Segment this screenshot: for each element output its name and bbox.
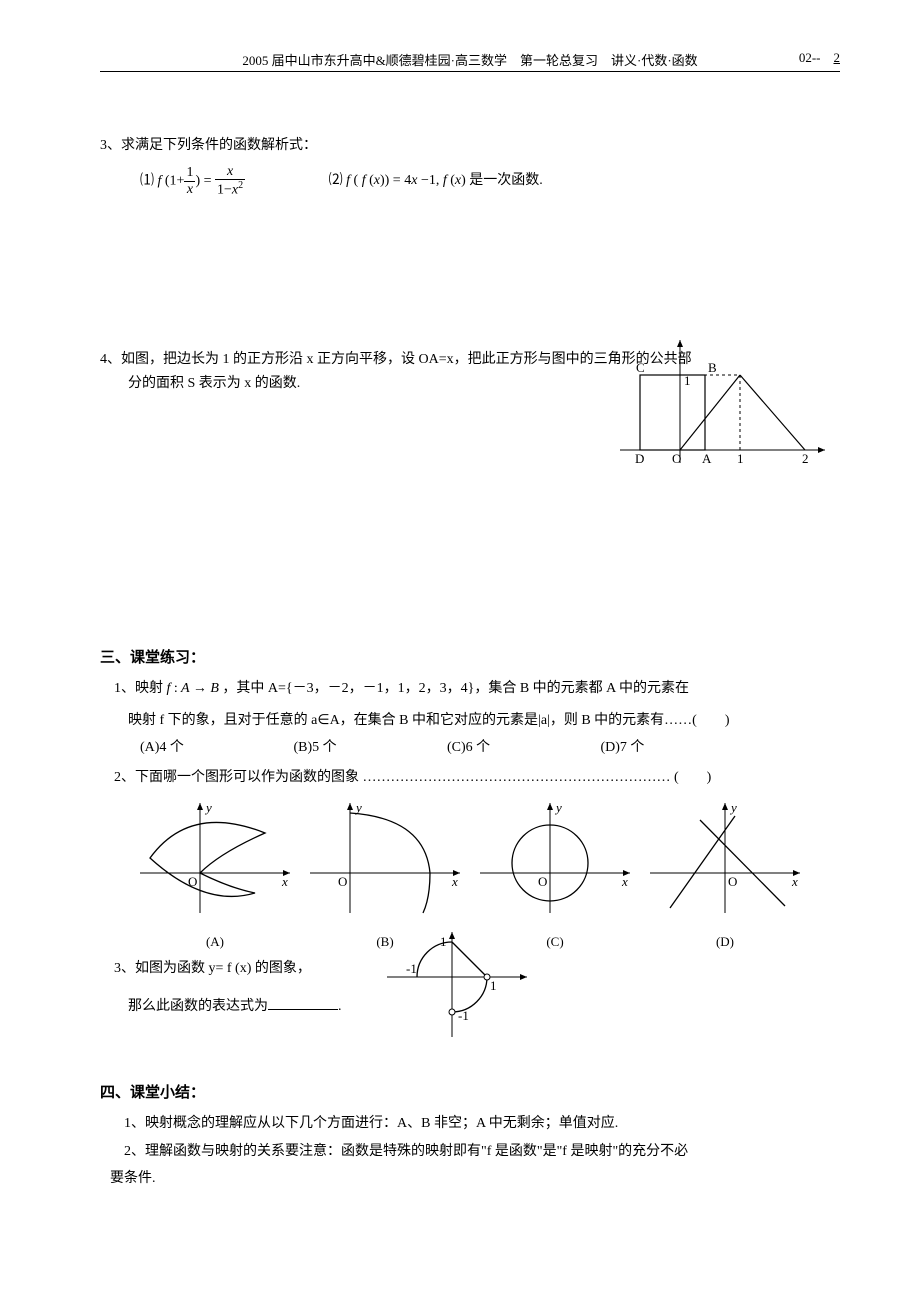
exercise-3: 3、如图为函数 y= f (x) 的图象， 那么此函数的表达式为. bbox=[100, 957, 840, 1051]
svg-text:O: O bbox=[728, 874, 737, 889]
math-map: f : A → B bbox=[167, 681, 219, 696]
section-3-title: 三、课堂练习： bbox=[100, 646, 840, 667]
problem-3-sub1: ⑴ f (1+1x) = x1−x2 bbox=[140, 164, 245, 198]
header-code: 02-- bbox=[799, 50, 821, 65]
svg-text:y: y bbox=[729, 800, 737, 815]
problem-3-title: 3、求满足下列条件的函数解析式： bbox=[100, 134, 840, 158]
page-header: 2005 届中山市东升高中&顺德碧桂园·高三数学 第一轮总复习 讲义·代数·函数… bbox=[100, 50, 840, 74]
label-C: C bbox=[636, 360, 645, 375]
label-y1: 1 bbox=[684, 373, 691, 388]
option-B: (B)5 个 bbox=[294, 736, 444, 760]
svg-text:y: y bbox=[554, 800, 562, 815]
svg-text:x: x bbox=[451, 874, 458, 889]
svg-text:O: O bbox=[188, 874, 197, 889]
svg-text:-1: -1 bbox=[458, 1008, 469, 1023]
header-text: 2005 届中山市东升高中&顺德碧桂园·高三数学 第一轮总复习 讲义·代数·函数 bbox=[242, 53, 697, 68]
answer-blank bbox=[268, 1009, 338, 1010]
svg-text:x: x bbox=[791, 874, 798, 889]
svg-text:-1: -1 bbox=[406, 961, 417, 976]
svg-text:y: y bbox=[354, 800, 362, 815]
svg-text:O: O bbox=[338, 874, 347, 889]
label-O: O bbox=[672, 451, 681, 466]
figure-square-triangle: C B D O A 1 2 1 bbox=[610, 335, 830, 494]
exercise-3-diagram: 1 -1 1 -1 bbox=[382, 927, 532, 1051]
svg-text:O: O bbox=[538, 874, 547, 889]
svg-text:1: 1 bbox=[440, 934, 447, 949]
exercise-1-options: (A)4 个 (B)5 个 (C)6 个 (D)7 个 bbox=[100, 736, 840, 760]
label-D: D bbox=[635, 451, 644, 466]
label-1: 1 bbox=[737, 451, 744, 466]
summary-line-3: 要条件. bbox=[110, 1167, 840, 1191]
diagram-A-label: (A) bbox=[135, 931, 295, 953]
label-B: B bbox=[708, 360, 717, 375]
svg-text:x: x bbox=[281, 874, 288, 889]
svg-text:y: y bbox=[204, 800, 212, 815]
math-expr: f (1+ bbox=[158, 173, 185, 188]
svg-text:1: 1 bbox=[490, 978, 497, 993]
summary: 1、映射概念的理解应从以下几个方面进行：A、B 非空；A 中无剩余；单值对应. … bbox=[100, 1112, 840, 1191]
label-A: A bbox=[702, 451, 712, 466]
math-expr: f ( f (x)) = 4x −1, f (x) bbox=[346, 173, 466, 188]
section-4-title: 四、课堂小结： bbox=[100, 1081, 840, 1102]
option-A: (A)4 个 bbox=[140, 736, 290, 760]
header-rule bbox=[100, 71, 840, 72]
summary-line-1: 1、映射概念的理解应从以下几个方面进行：A、B 非空；A 中无剩余；单值对应. bbox=[124, 1112, 840, 1136]
problem-3: 3、求满足下列条件的函数解析式： ⑴ f (1+1x) = x1−x2 ⑵ f … bbox=[100, 134, 840, 198]
option-C: (C)6 个 bbox=[447, 736, 597, 760]
exercise-2: 2、下面哪一个图形可以作为函数的图象 ………………………………………………………… bbox=[100, 766, 840, 953]
exercise-1: 1、映射 f : A → B ，其中 A={－3，－2，－1，1，2，3，4}，… bbox=[100, 677, 840, 760]
svg-text:x: x bbox=[621, 874, 628, 889]
summary-line-2: 2、理解函数与映射的关系要注意：函数是特殊的映射即有"f 是函数"是"f 是映射… bbox=[124, 1140, 840, 1164]
header-right: 02-- 2 bbox=[799, 50, 840, 66]
problem-4: 4、如图，把边长为 1 的正方形沿 x 正方向平移，设 OA=x，把此正方形与图… bbox=[100, 348, 840, 396]
option-D: (D)7 个 bbox=[601, 736, 751, 760]
problem-3-sub2: ⑵ f ( f (x)) = 4x −1, f (x) 是一次函数. bbox=[329, 169, 543, 193]
page-number: 2 bbox=[834, 50, 841, 65]
diagram-D-label: (D) bbox=[645, 931, 805, 953]
diagram-A: x y O (A) bbox=[135, 798, 295, 953]
label-2: 2 bbox=[802, 451, 809, 466]
diagram-D: x y O (D) bbox=[645, 798, 805, 953]
